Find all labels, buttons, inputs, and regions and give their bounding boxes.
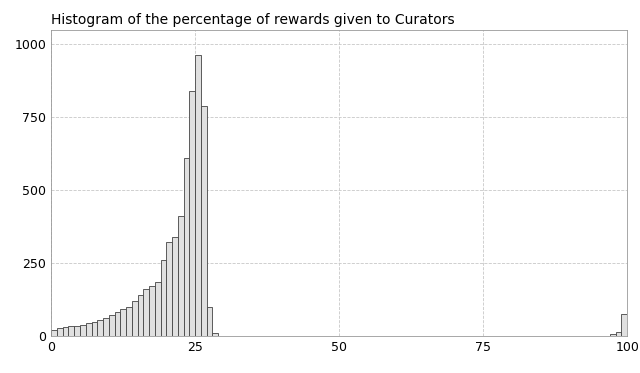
Bar bbox=[195, 54, 201, 336]
Bar bbox=[80, 325, 86, 336]
Bar bbox=[189, 91, 195, 336]
Bar bbox=[109, 315, 115, 336]
Bar bbox=[115, 313, 120, 336]
Bar bbox=[184, 158, 189, 336]
Bar bbox=[212, 333, 218, 336]
Bar bbox=[126, 307, 132, 336]
Bar bbox=[86, 323, 92, 336]
Bar bbox=[51, 330, 57, 336]
Bar bbox=[63, 327, 68, 336]
Bar bbox=[178, 216, 184, 336]
Bar bbox=[207, 307, 212, 336]
Bar bbox=[120, 310, 126, 336]
Bar bbox=[627, 325, 633, 336]
Bar bbox=[40, 310, 45, 336]
Bar bbox=[155, 282, 161, 336]
Bar bbox=[201, 106, 207, 336]
Bar bbox=[74, 326, 80, 336]
Bar bbox=[161, 260, 166, 336]
Bar bbox=[610, 334, 616, 336]
Bar bbox=[103, 318, 109, 336]
Bar bbox=[97, 320, 103, 336]
Text: Histogram of the percentage of rewards given to Curators: Histogram of the percentage of rewards g… bbox=[51, 13, 455, 27]
Bar bbox=[621, 314, 627, 336]
Bar bbox=[149, 286, 155, 336]
Bar bbox=[166, 242, 172, 336]
Bar bbox=[616, 332, 621, 336]
Bar bbox=[57, 327, 63, 336]
Bar bbox=[68, 326, 74, 336]
Bar bbox=[138, 295, 143, 336]
Bar bbox=[132, 301, 138, 336]
Bar bbox=[172, 236, 178, 336]
Bar bbox=[143, 289, 149, 336]
Bar bbox=[92, 322, 97, 336]
